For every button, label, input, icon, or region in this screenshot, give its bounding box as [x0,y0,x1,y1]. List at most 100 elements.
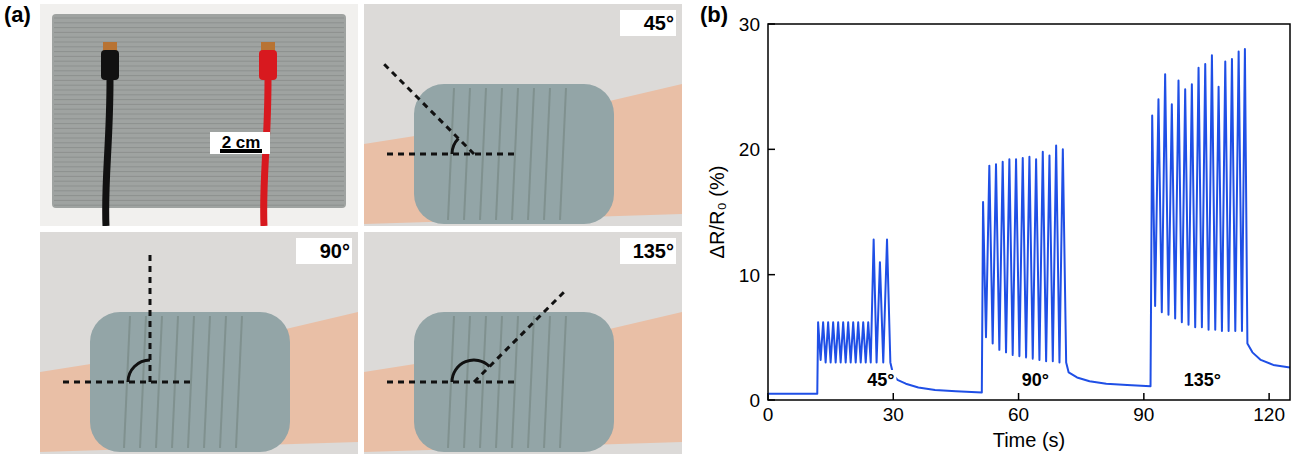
angle-line [149,252,152,382]
plot-frame [768,24,1290,400]
annotation-patch [865,370,896,390]
background [0,0,1305,461]
angle-line [384,381,514,384]
fabric-texture [54,186,344,187]
fabric-texture [54,99,344,100]
x-tick-label: 90 [1133,404,1154,425]
fabric-texture [54,32,344,33]
angle-arc [128,360,150,382]
fabric-texture [54,90,344,91]
x-tick-label: 0 [763,404,774,425]
fabric-texture [54,152,344,153]
y-tick-label: 10 [739,265,760,286]
fabric-texture [54,75,344,76]
fabric-texture [54,118,344,119]
fabric-texture [54,104,344,105]
plot-area [768,49,1290,394]
y-tick-label: 20 [739,139,760,160]
fabric-texture [54,70,344,71]
x-tick-label: 60 [1008,404,1029,425]
panel-label: (a) [4,2,31,27]
fabric-texture [54,128,344,129]
x-tick [1018,393,1020,400]
angle-label-patch [620,238,676,264]
fabric-texture [54,176,344,177]
fabric-texture [54,171,344,172]
fabric-texture [54,85,344,86]
fabric-texture [54,42,344,43]
angle-line [384,153,514,156]
annotation: 135° [1184,370,1221,390]
photo-content [364,4,682,226]
clip [101,50,119,80]
angle-line [474,290,566,382]
sleeve-rib [236,316,242,448]
y-tick-label: 0 [749,390,760,411]
fabric-texture [54,61,344,62]
annotation: 45° [867,370,894,390]
fabric-texture [54,51,344,52]
photo-content [40,4,358,226]
fabric-texture [54,66,344,67]
angle-label-patch [620,10,676,36]
angle-label: 90° [320,240,350,262]
fabric-texture [54,166,344,167]
angle-label: 45° [644,12,674,34]
photo-angle-2 [364,232,682,454]
fabric-texture [54,56,344,57]
y-axis-title: ΔR/R₀ (%) [706,166,728,259]
x-tick [893,393,895,400]
photo-background [40,4,358,226]
fabric-texture [54,157,344,158]
chart: 0306090120010203045°90°135°Time (s)ΔR/R₀… [706,14,1290,451]
angle-arc [452,138,458,154]
figure: (a)2 cm45°90°135°(b)0306090120010203045°… [0,0,1305,461]
sleeve-rib [544,88,550,220]
photo-content [364,232,682,454]
fabric-texture [54,200,344,201]
fabric-texture [54,37,344,38]
arm [364,84,682,224]
angle-line [60,381,190,384]
y-tick [768,274,775,276]
x-tick-label: 120 [1253,404,1285,425]
clip [259,50,277,80]
annotation-patch [1020,370,1051,390]
fabric [52,14,346,208]
fabric-texture [54,195,344,196]
wire [106,80,110,226]
fabric-texture [54,133,344,134]
photo-background [364,4,682,226]
photo-fabric [40,4,358,226]
x-tick [1268,393,1270,400]
sleeve-rib [528,88,534,220]
fabric-texture [54,114,344,115]
fabric-texture [54,109,344,110]
fabric-texture [54,123,344,124]
panel-label: (b) [700,2,728,27]
photo-angle-0 [364,4,682,226]
sleeve-rib [544,316,550,448]
fabric-texture [54,46,344,47]
fabric-texture [54,181,344,182]
photo-background [364,232,682,454]
sleeve-rib [560,316,566,448]
angle-line [382,62,474,154]
fabric-texture [54,18,344,19]
fabric-texture [54,94,344,95]
fabric-texture [54,27,344,28]
angle-arc [452,360,490,382]
photo-background [40,232,358,454]
angle-label-patch [296,238,352,264]
sleeve-rib [204,316,210,448]
photo-content [40,232,358,454]
scale-bar-label: 2 cm [222,133,261,152]
fabric-texture [54,142,344,143]
annotation: 90° [1022,370,1049,390]
fabric-texture [54,22,344,23]
sleeve-rib [560,88,566,220]
x-axis-title: Time (s) [993,429,1066,451]
x-tick [1143,393,1145,400]
fabric-texture [54,80,344,81]
sleeve-rib [220,316,226,448]
